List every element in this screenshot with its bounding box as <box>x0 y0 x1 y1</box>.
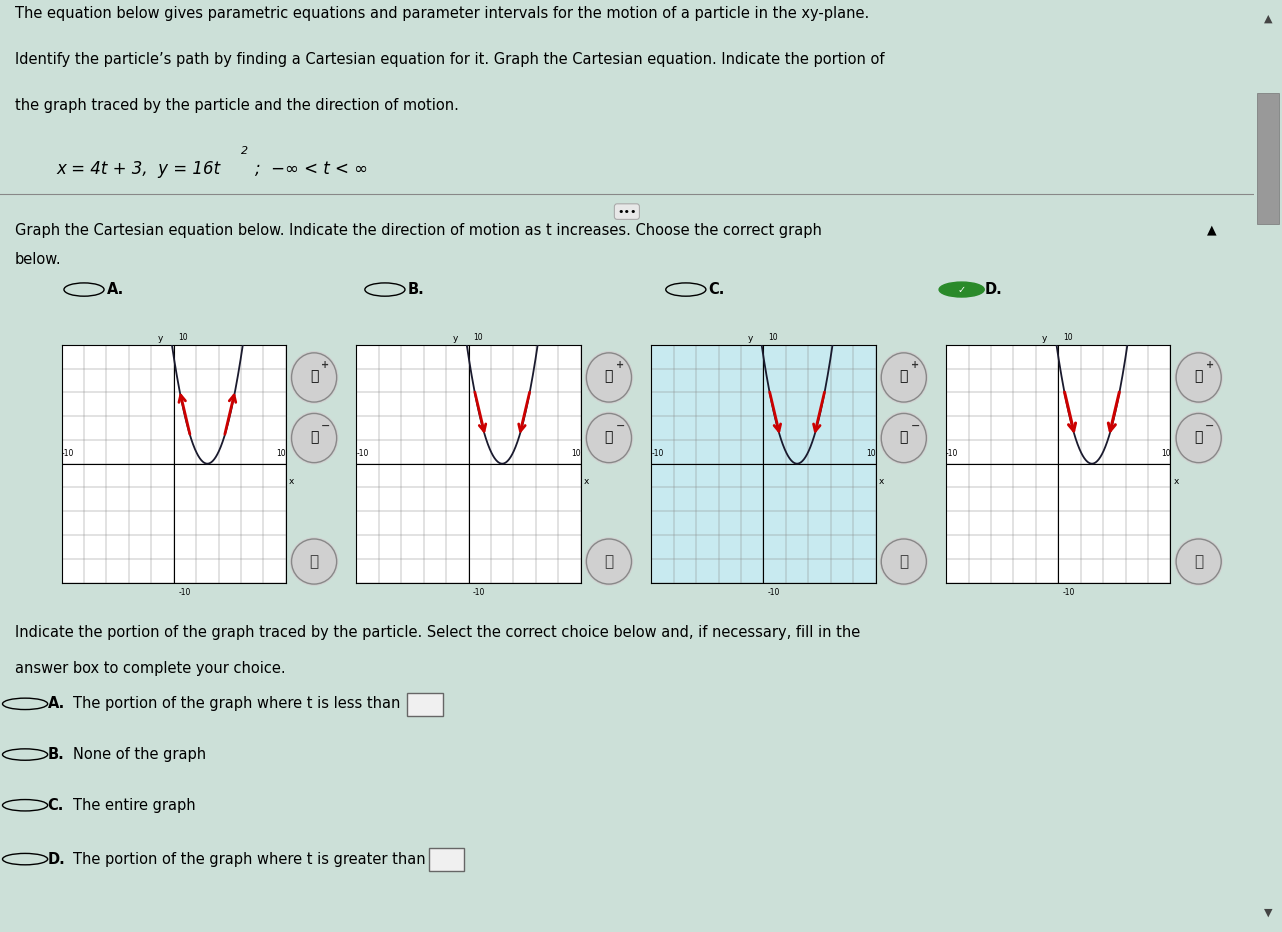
Text: Indicate the portion of the graph traced by the particle. Select the correct cho: Indicate the portion of the graph traced… <box>15 624 860 639</box>
Text: None of the graph: None of the graph <box>73 747 206 762</box>
Text: 🔍: 🔍 <box>900 430 908 444</box>
Text: y: y <box>453 335 458 343</box>
Text: ⧉: ⧉ <box>604 554 614 569</box>
Text: 10: 10 <box>473 334 483 342</box>
Circle shape <box>1176 412 1222 464</box>
FancyBboxPatch shape <box>429 848 464 871</box>
Text: −: − <box>910 420 919 431</box>
Text: −: − <box>1205 420 1214 431</box>
Circle shape <box>881 351 927 404</box>
Circle shape <box>881 538 927 585</box>
Text: ;  −∞ < t < ∞: ; −∞ < t < ∞ <box>255 160 368 178</box>
Text: x: x <box>1173 477 1178 486</box>
Text: C.: C. <box>47 798 64 813</box>
Circle shape <box>586 538 632 585</box>
Text: −: − <box>615 420 624 431</box>
Text: B.: B. <box>47 747 64 762</box>
Text: 🔍: 🔍 <box>1195 430 1203 444</box>
Text: -10: -10 <box>356 448 369 458</box>
Text: 10: 10 <box>1063 334 1073 342</box>
Circle shape <box>586 412 632 464</box>
Text: ⧉: ⧉ <box>309 554 319 569</box>
Circle shape <box>291 412 337 464</box>
Circle shape <box>291 351 337 404</box>
Circle shape <box>1176 538 1222 585</box>
Text: the graph traced by the particle and the direction of motion.: the graph traced by the particle and the… <box>15 98 459 113</box>
Text: -10: -10 <box>178 588 191 597</box>
Text: ▲: ▲ <box>1206 223 1217 236</box>
Text: The portion of the graph where t is greater than: The portion of the graph where t is grea… <box>73 852 426 867</box>
Circle shape <box>940 282 985 297</box>
Text: 🔍: 🔍 <box>1195 369 1203 383</box>
Text: +: + <box>1206 360 1214 370</box>
Text: ▼: ▼ <box>1264 908 1272 918</box>
Text: A.: A. <box>47 696 65 711</box>
Text: D.: D. <box>985 282 1003 297</box>
Text: x: x <box>878 477 883 486</box>
Text: +: + <box>912 360 919 370</box>
Text: Identify the particle’s path by finding a Cartesian equation for it. Graph the C: Identify the particle’s path by finding … <box>15 52 885 67</box>
Circle shape <box>881 412 927 464</box>
Text: B.: B. <box>408 282 424 297</box>
Text: 10: 10 <box>276 448 286 458</box>
Circle shape <box>1176 351 1222 404</box>
Text: ⧉: ⧉ <box>899 554 909 569</box>
Text: D.: D. <box>47 852 65 867</box>
Text: -10: -10 <box>768 588 781 597</box>
Text: A.: A. <box>106 282 124 297</box>
Text: -10: -10 <box>946 448 959 458</box>
Text: 10: 10 <box>768 334 778 342</box>
Text: 🔍: 🔍 <box>605 430 613 444</box>
Text: The entire graph: The entire graph <box>73 798 195 813</box>
Text: y: y <box>1042 335 1047 343</box>
Text: -10: -10 <box>473 588 486 597</box>
Text: ✓: ✓ <box>958 284 965 295</box>
Text: The equation below gives parametric equations and parameter intervals for the mo: The equation below gives parametric equa… <box>15 6 869 21</box>
Text: y: y <box>158 335 163 343</box>
Text: 10: 10 <box>1160 448 1170 458</box>
Text: -10: -10 <box>651 448 664 458</box>
Text: 10: 10 <box>178 334 188 342</box>
Text: x: x <box>583 477 588 486</box>
Text: ▲: ▲ <box>1264 14 1272 24</box>
Circle shape <box>291 538 337 585</box>
Text: -10: -10 <box>62 448 74 458</box>
Text: Graph the Cartesian equation below. Indicate the direction of motion as t increa: Graph the Cartesian equation below. Indi… <box>15 223 822 239</box>
Text: y: y <box>747 335 753 343</box>
Text: •••: ••• <box>617 207 637 216</box>
Text: ⧉: ⧉ <box>1194 554 1204 569</box>
Text: below.: below. <box>15 253 62 267</box>
Text: 🔍: 🔍 <box>310 369 318 383</box>
Circle shape <box>586 351 632 404</box>
Text: x = 4t + 3,  y = 16t: x = 4t + 3, y = 16t <box>56 160 221 178</box>
Text: 10: 10 <box>865 448 876 458</box>
Text: answer box to complete your choice.: answer box to complete your choice. <box>15 661 286 676</box>
Text: −: − <box>320 420 329 431</box>
Text: The portion of the graph where t is less than: The portion of the graph where t is less… <box>73 696 400 711</box>
Text: 🔍: 🔍 <box>605 369 613 383</box>
Text: -10: -10 <box>1063 588 1076 597</box>
Text: +: + <box>322 360 329 370</box>
Text: C.: C. <box>709 282 724 297</box>
Text: 10: 10 <box>570 448 581 458</box>
Text: 2: 2 <box>241 146 247 157</box>
Text: x: x <box>288 477 294 486</box>
FancyBboxPatch shape <box>408 693 442 716</box>
Text: +: + <box>617 360 624 370</box>
Text: 🔍: 🔍 <box>900 369 908 383</box>
Text: 🔍: 🔍 <box>310 430 318 444</box>
Bar <box>1256 93 1279 224</box>
